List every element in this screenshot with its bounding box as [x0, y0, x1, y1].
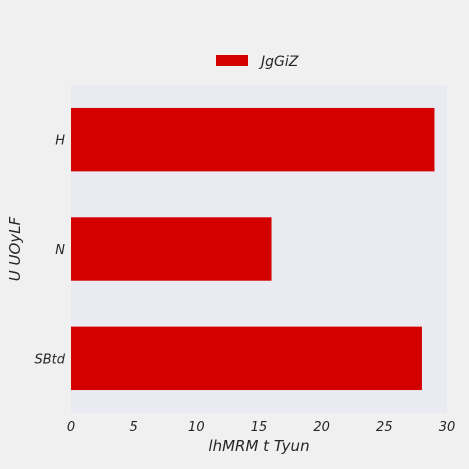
x-tick-label: 0 — [67, 420, 75, 435]
legend: JgGiZ — [216, 54, 299, 70]
legend-swatch — [216, 55, 248, 66]
bars-group — [71, 107, 435, 391]
y-tick-label: H — [55, 134, 65, 149]
y-tick-label: N — [55, 243, 65, 258]
bar-n — [71, 217, 272, 281]
x-tick-label: 5 — [130, 420, 138, 435]
y-axis-label: U UOyLF — [6, 216, 24, 281]
y-tick-labels: H N SBtd — [34, 134, 65, 368]
y-tick-label: SBtd — [34, 352, 65, 367]
x-tick-label: 15 — [251, 420, 268, 435]
legend-label: JgGiZ — [258, 54, 299, 70]
x-tick-label: 30 — [439, 420, 456, 435]
bar-h — [71, 107, 435, 172]
x-tick-label: 20 — [313, 420, 330, 435]
x-tick-labels: 0 5 10 15 20 25 30 — [67, 420, 455, 435]
x-tick-label: 10 — [188, 420, 205, 435]
x-axis-label: lhMRM t Tyun — [208, 437, 309, 455]
bar-sbtd — [71, 326, 422, 391]
x-tick-label: 25 — [376, 420, 393, 435]
